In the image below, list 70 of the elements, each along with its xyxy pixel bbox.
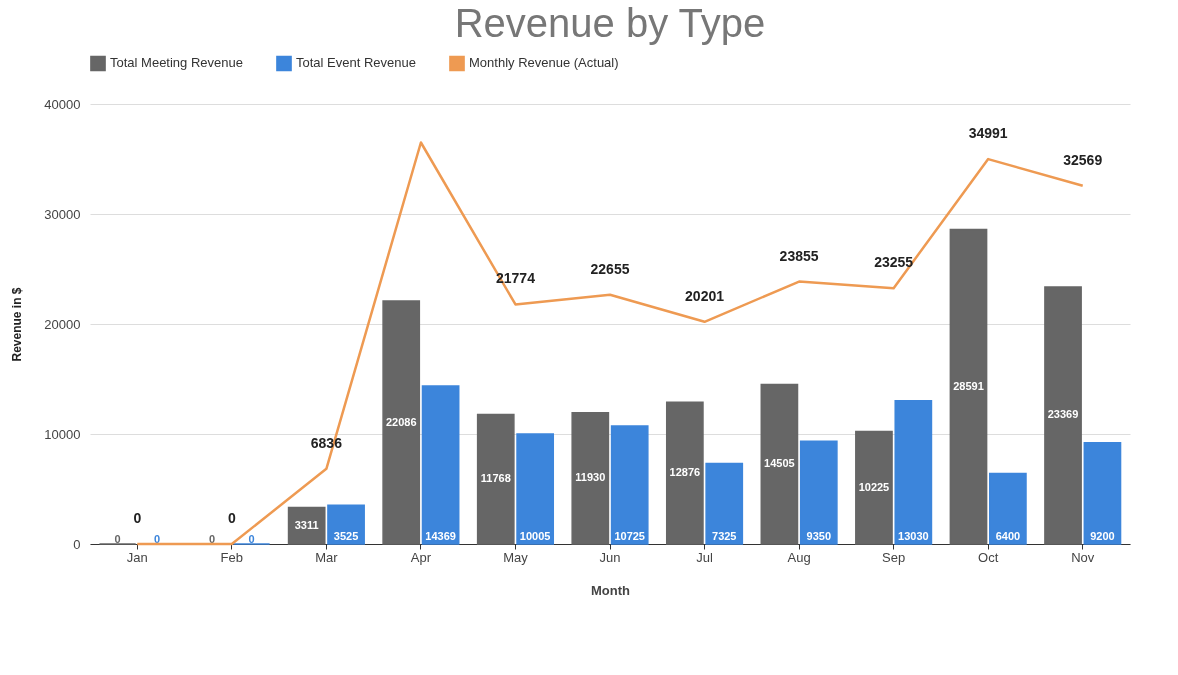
legend-label: Total Event Revenue — [296, 55, 416, 71]
data-label: 14369 — [425, 530, 456, 542]
data-label: 20201 — [685, 287, 725, 304]
x-tick-label: Aug — [787, 549, 811, 565]
data-label: 13030 — [898, 530, 929, 542]
data-label: 6400 — [995, 530, 1021, 542]
y-tick-label: 0 — [73, 536, 81, 552]
data-label: 14505 — [764, 457, 795, 470]
bar — [894, 399, 933, 545]
y-tick-label: 10000 — [44, 426, 81, 442]
x-tick-label: Feb — [220, 549, 244, 565]
x-tick-label: Jun — [599, 549, 621, 565]
data-label: 0 — [153, 533, 161, 545]
x-tick-label: Jul — [696, 549, 713, 565]
data-label: 0 — [209, 533, 216, 545]
y-tick-label: 30000 — [44, 206, 81, 222]
data-label: 0 — [248, 533, 255, 545]
data-label: 0 — [227, 510, 236, 526]
bar — [1044, 286, 1082, 545]
data-label: 23369 — [1047, 408, 1079, 421]
bar — [855, 430, 893, 545]
bar — [327, 504, 365, 545]
legend-label: Monthly Revenue (Actual) — [469, 55, 619, 71]
bar — [760, 383, 799, 545]
bar — [610, 425, 649, 545]
data-label: 0 — [114, 533, 121, 545]
x-tick-label: Nov — [1071, 549, 1095, 565]
data-label: 32569 — [1063, 151, 1103, 168]
bar — [949, 228, 988, 545]
x-tick-label: Jan — [126, 549, 148, 565]
bar — [421, 385, 460, 545]
data-label: 11768 — [480, 472, 511, 485]
data-label: 28591 — [953, 379, 984, 392]
bar — [287, 506, 326, 545]
data-label: 3525 — [333, 530, 359, 542]
bar — [516, 433, 555, 545]
data-label: 23855 — [779, 247, 819, 264]
data-label: 12876 — [669, 466, 701, 479]
data-label: 34991 — [968, 125, 1008, 142]
legend-label: Total Meeting Revenue — [110, 55, 243, 71]
data-label: 10005 — [519, 530, 551, 542]
bar — [571, 412, 610, 545]
chart-title: Revenue by Type — [454, 1, 766, 45]
data-label: 10225 — [858, 480, 890, 493]
data-label: 0 — [133, 510, 142, 526]
y-tick-label: 20000 — [44, 316, 81, 332]
x-tick-label: Mar — [315, 549, 339, 565]
y-tick-label: 40000 — [44, 96, 81, 112]
bar — [989, 472, 1027, 545]
data-label: 10725 — [614, 530, 645, 542]
bar — [705, 462, 744, 545]
bar — [665, 401, 704, 545]
data-label: 11930 — [575, 471, 606, 484]
data-label: 22655 — [590, 260, 630, 277]
data-label: 9350 — [806, 530, 832, 542]
x-tick-label: Sep — [882, 549, 906, 565]
bar — [1083, 442, 1122, 545]
data-label: 3311 — [294, 518, 319, 531]
y-axis-title: Revenue in $ — [10, 287, 25, 362]
data-label: 7325 — [712, 530, 737, 542]
x-tick-label: Apr — [410, 549, 432, 565]
bar — [382, 300, 421, 545]
data-label: 9200 — [1090, 530, 1115, 542]
x-tick-label: May — [503, 549, 529, 565]
data-label: 22086 — [385, 415, 417, 428]
data-label: 23255 — [874, 254, 914, 271]
x-axis-title: Month — [591, 582, 631, 598]
bar — [799, 440, 838, 545]
x-tick-label: Oct — [978, 549, 999, 565]
bar — [476, 413, 515, 545]
